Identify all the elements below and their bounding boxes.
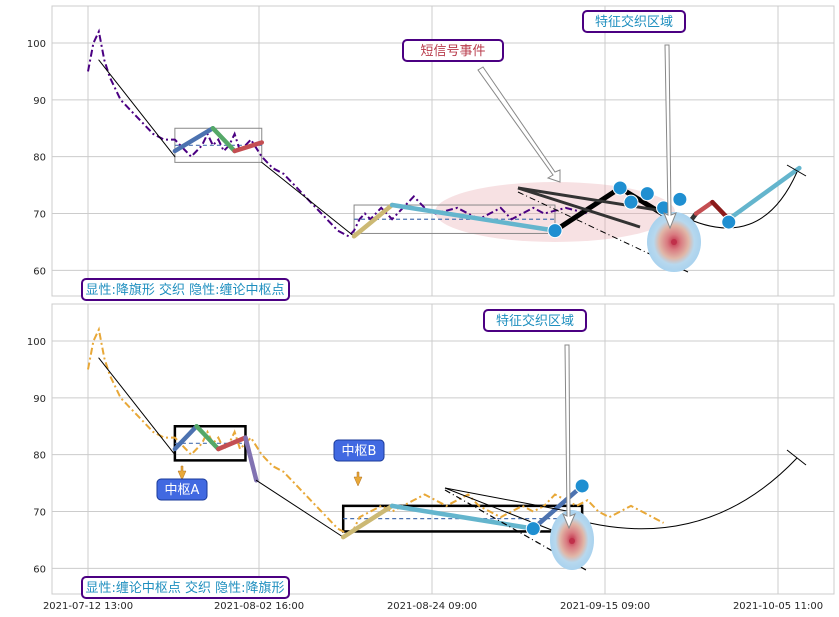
zigzag-segment [232,140,265,154]
short-signal-box [402,39,504,62]
x-tick-label: 2021-08-02 16:00 [214,601,304,612]
zigzag-segment [172,424,199,452]
pivot-marker [547,223,563,239]
zigzag-segment [243,435,259,483]
pivot-marker [672,191,688,207]
y-tick-label: 100 [27,39,46,50]
zigzag-segment [351,202,395,239]
top-series [87,28,588,238]
bottom-flag-lower [444,487,573,539]
pivot-marker [721,214,737,230]
zigzag-segment [261,161,355,237]
flag-upper-line [517,186,671,214]
bottom-plot-area [51,303,835,595]
projection-curve [679,171,798,229]
zigzag-segment [216,435,248,452]
zigzag-segment [693,199,715,216]
center-b-label: 中枢B [342,444,377,459]
price-series-line [87,28,588,238]
top-target-center [671,239,677,245]
zigzag-segment [194,424,221,452]
center-a-box [156,478,208,501]
bottom-x-ticks: 2021-07-12 13:00 2021-08-02 16:00 2021-08-… [43,601,823,612]
x-tick-label: 2021-09-15 09:00 [560,601,650,612]
y-tick-label: 70 [33,210,46,221]
y-tick-label: 70 [33,508,46,519]
x-tick-label: 2021-07-12 13:00 [43,601,133,612]
bottom-target-center [569,538,575,544]
short-signal-arrow [477,66,561,183]
pivot-marker [623,194,639,210]
bottom-projection-tick [786,449,807,466]
bottom-feature-box [483,309,587,332]
bottom-panel: 60 70 80 90 100 2021-07-12 13:00 2021-08-02 1… [27,303,835,612]
top-grid [52,6,834,296]
zigzag-segment [98,357,176,456]
x-tick-label: 2021-08-24 09:00 [387,601,477,612]
zigzag-segment [98,59,176,158]
zigzag-segment [726,165,802,222]
top-y-ticks: 60 70 80 90 100 [27,39,46,277]
bottom-feature-arrow [562,344,576,530]
top-feature-box [582,10,686,33]
projection-tick [786,164,807,177]
y-tick-label: 100 [27,337,46,348]
y-tick-label: 90 [33,394,46,405]
top-legend-label: 显性:降旗形 交织 隐性:缠论中枢点 [85,282,284,298]
zigzag-segment [389,503,536,531]
y-tick-label: 60 [33,266,46,277]
zigzag-segment [210,126,237,154]
center-b-arrow [353,471,363,487]
pivot-marker [574,478,590,494]
zigzag-segment [255,479,344,538]
bottom-markers [525,478,590,537]
center-a-label: 中枢A [165,483,200,498]
bottom-segments [98,357,585,540]
bottom-projection-curve [559,457,798,530]
bottom-flag-upper [444,487,573,513]
top-panel: 60 70 80 90 100 短信号事件 特征交织区域 显性:降旗形 交织 隐性:缠论… [27,5,835,301]
zigzag-segment [340,503,395,540]
top-legend-box [81,278,290,301]
pivot-marker [612,180,628,196]
bottom-feature-label: 特征交织区域 [496,313,574,329]
bottom-legend-label: 显性:缠论中枢点 交织 隐性:降旗形 [85,580,284,596]
x-tick-label: 2021-10-05 11:00 [733,601,823,612]
pivot-marker [525,521,541,537]
zigzag-segment [389,202,558,233]
top-feature-label: 特征交织区域 [595,14,673,30]
flag-lower-line [517,186,641,229]
y-tick-label: 90 [33,96,46,107]
center-a-arrow [177,465,187,481]
price-series-line [87,326,665,536]
y-tick-label: 80 [33,451,46,462]
pivot-marker [639,186,655,202]
bottom-y-ticks: 60 70 80 90 100 [27,337,46,575]
top-feature-arrow [663,44,677,230]
y-tick-label: 60 [33,564,46,575]
short-signal-label: 短信号事件 [420,44,485,59]
bottom-legend-box [81,576,290,599]
bottom-grid [52,304,834,594]
y-tick-label: 80 [33,153,46,164]
top-markers [547,180,737,239]
center-b-box [333,439,385,462]
zigzag-segment [531,483,585,531]
bottom-series [87,326,665,536]
zigzag-segment [172,126,216,154]
